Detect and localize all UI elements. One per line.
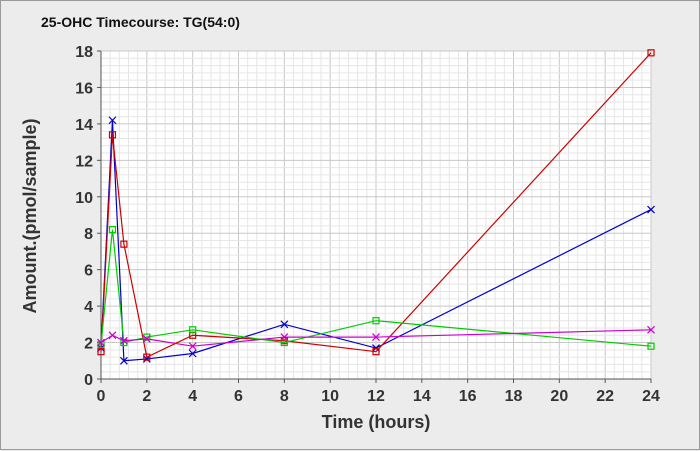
x-tick-label: 8: [280, 388, 289, 405]
y-tick-label: 10: [75, 190, 93, 207]
data-point: [189, 326, 197, 334]
y-tick-label: 0: [84, 372, 93, 389]
chart-title: 25-OHC Timecourse: TG(54:0): [41, 14, 240, 30]
marker-stroke: [108, 116, 117, 125]
data-point: [647, 342, 655, 350]
data-point: [143, 353, 151, 361]
y-tick-label: 6: [84, 263, 93, 280]
data-point: [120, 240, 128, 248]
marker-stroke: [188, 342, 197, 351]
data-point: [142, 334, 151, 343]
axes: [97, 50, 652, 383]
x-tick-label: 4: [188, 388, 197, 405]
y-tick-label: 8: [84, 226, 93, 243]
marker-stroke: [280, 333, 289, 342]
marker-stroke: [108, 331, 117, 340]
series-3: [97, 225, 655, 350]
data-point: [372, 344, 380, 352]
marker-stroke: [142, 334, 151, 343]
data-point: [108, 331, 117, 340]
marker-stroke: [647, 325, 655, 334]
data-point: [119, 356, 128, 365]
series-4: [97, 325, 655, 351]
y-tick-label: 18: [75, 44, 93, 61]
marker-stroke: [372, 333, 380, 342]
x-tick-label: 10: [321, 388, 339, 405]
x-tick-label: 2: [142, 388, 151, 405]
y-tick-label: 14: [75, 117, 93, 134]
data-point: [97, 338, 105, 347]
data-point: [647, 205, 655, 214]
marker-stroke: [188, 349, 197, 358]
data-point: [280, 338, 288, 347]
y-tick-label: 16: [75, 80, 93, 97]
data-point: [372, 317, 380, 325]
data-point: [119, 336, 128, 345]
x-tick-label: 24: [642, 388, 660, 405]
x-tick-label: 20: [550, 388, 568, 405]
data-point: [108, 225, 117, 234]
data-point: [108, 116, 117, 125]
data-point: [647, 325, 655, 334]
data-point: [372, 333, 380, 342]
marker-stroke: [372, 344, 380, 352]
marker-stroke: [119, 356, 128, 365]
marker-stroke: [647, 205, 655, 214]
series-group: [97, 49, 655, 365]
data-point: [647, 49, 655, 57]
series-line: [100, 229, 652, 347]
x-tick-label: 14: [413, 388, 431, 405]
x-tick-label: 0: [97, 388, 106, 405]
data-point: [108, 131, 117, 139]
series-2: [97, 49, 655, 361]
series-line: [100, 329, 652, 347]
series-line: [100, 52, 652, 359]
x-tick-label: 12: [367, 388, 385, 405]
data-point: [97, 348, 105, 356]
marker-stroke: [280, 320, 289, 329]
data-point: [188, 349, 197, 358]
x-tick-labels: 0 2 4 6 8 10 12 14 16 18 20 22 24: [97, 388, 660, 405]
data-point: [97, 340, 105, 348]
marker-stroke: [119, 336, 128, 345]
marker-stroke: [97, 338, 105, 347]
x-axis-label: Time (hours): [322, 412, 431, 432]
y-tick-label: 4: [84, 299, 93, 316]
y-tick-label: 2: [84, 336, 93, 353]
data-point: [372, 348, 380, 356]
data-point: [280, 320, 289, 329]
x-tick-label: 18: [505, 388, 523, 405]
y-axis-label: Amount.(pmol/sample): [20, 118, 40, 313]
x-tick-label: 6: [234, 388, 243, 405]
x-tick-label: 22: [596, 388, 614, 405]
data-point: [280, 333, 289, 342]
series-line: [100, 120, 652, 362]
data-point: [143, 333, 151, 341]
grid-lines: [100, 50, 652, 380]
y-tick-labels: 0 2 4 6 8 10 12 14 16 18: [75, 44, 93, 389]
data-point: [120, 338, 128, 347]
y-tick-label: 12: [75, 153, 93, 170]
data-point: [188, 342, 197, 351]
x-tick-label: 16: [459, 388, 477, 405]
